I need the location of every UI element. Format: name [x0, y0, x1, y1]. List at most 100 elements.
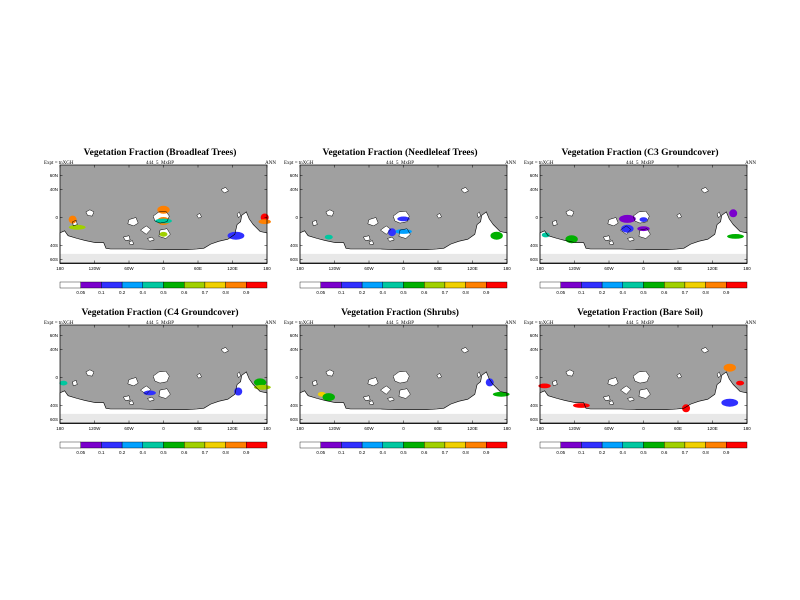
lon-label: 60E	[674, 426, 682, 431]
season-label: ANN	[265, 161, 276, 166]
land-island	[367, 377, 379, 386]
vegetation-blob	[573, 403, 590, 408]
land-polar	[300, 253, 507, 264]
vegetation-blob	[541, 232, 550, 238]
vegetation-blob	[619, 214, 636, 223]
colorbar-label: 0.9	[483, 450, 490, 455]
vegetation-blob	[68, 224, 86, 230]
lon-label: 180	[536, 266, 544, 271]
colorbar-label: 0.5	[640, 290, 647, 295]
colorbar-label: 0.8	[222, 450, 229, 455]
coastline-island	[158, 388, 171, 399]
coastline-island	[552, 379, 558, 387]
lat-label: 60S	[290, 257, 298, 262]
vegetation-blob	[490, 231, 503, 240]
colorbar-box	[705, 441, 727, 449]
colorbar-box	[622, 281, 644, 289]
colorbar-box	[183, 441, 206, 449]
colorbar-label: 0.05	[316, 450, 325, 455]
coastline-island	[140, 385, 152, 395]
run-label: 444_5_MxBP	[385, 161, 415, 166]
vegetation-blob	[621, 224, 634, 233]
colorbar-box	[705, 281, 727, 289]
lat-label: 60S	[50, 257, 58, 262]
vegetation-blob	[485, 378, 494, 387]
land-island	[312, 220, 318, 226]
colorbar-box	[539, 281, 561, 289]
colorbar-box	[204, 281, 226, 289]
vegetation-blob	[258, 219, 271, 225]
coastline-island	[122, 395, 131, 401]
vegetation-blob	[721, 398, 739, 407]
vegetation-blob	[397, 216, 410, 222]
lon-label: 0	[402, 266, 405, 271]
lat-label: 60N	[530, 333, 538, 338]
colorbar-box	[539, 441, 561, 449]
colorbar-label: 0.8	[702, 290, 709, 295]
coastline-island	[236, 371, 241, 378]
land-island	[325, 209, 334, 217]
colorbar-label: 0.6	[421, 290, 428, 295]
colorbar-box	[225, 281, 247, 289]
colorbar-box	[486, 281, 508, 289]
lon-label: 60E	[674, 266, 682, 271]
colorbar-box	[444, 441, 466, 449]
colorbar-label: 0.2	[599, 450, 606, 455]
coastline-island	[367, 217, 379, 227]
panel-broadleaf-trees: Vegetation Fraction (Broadleaf Trees) Ex…	[40, 145, 280, 305]
colorbar-box	[299, 281, 321, 289]
colorbar-label: 0.1	[98, 290, 105, 295]
lat-label: 40N	[290, 347, 298, 352]
coastline-island	[565, 369, 575, 377]
land-south	[300, 211, 507, 264]
lon-label: 0	[162, 266, 165, 271]
coastline-south	[539, 371, 748, 424]
vegetation-blob	[639, 217, 648, 222]
coastline-island	[608, 240, 614, 246]
lon-label: 120E	[227, 266, 238, 271]
lat-label: 0	[295, 375, 298, 380]
coastline-island	[632, 210, 650, 224]
coastline-island	[152, 210, 170, 224]
colorbar-label: 0.9	[243, 450, 250, 455]
panel-shrubs: Vegetation Fraction (Shrubs) Expt = tnXG…	[280, 305, 520, 465]
land-polar	[60, 413, 267, 424]
colorbar-box	[581, 441, 603, 449]
coastline-island	[158, 228, 171, 239]
colorbar-label: 0.9	[483, 290, 490, 295]
colorbar-label: 0.9	[243, 290, 250, 295]
vegetation-blob	[723, 363, 736, 372]
colorbar-box	[246, 281, 268, 289]
coastline-island	[676, 212, 682, 219]
vegetation-blob	[322, 393, 335, 402]
expt-label: Expt = tnXGH	[44, 321, 74, 326]
coastline-island	[72, 379, 78, 387]
land-island	[127, 217, 139, 226]
colorbar-box	[121, 281, 143, 289]
coastline-island	[392, 370, 410, 384]
coastline-island	[85, 369, 95, 377]
colorbar-label: 0.1	[578, 290, 585, 295]
coastline-island	[386, 236, 395, 242]
vegetation-blob	[227, 231, 245, 240]
coastline-island	[368, 240, 374, 246]
land-south	[60, 371, 267, 424]
lat-label: 60N	[290, 173, 298, 178]
coastline-south	[59, 371, 268, 424]
coastline-island	[128, 400, 134, 406]
season-label: ANN	[745, 161, 756, 166]
expt-label: Expt = tnXGH	[44, 161, 74, 166]
colorbar-box	[465, 441, 487, 449]
land-island	[312, 380, 318, 386]
lon-label: 0	[402, 426, 405, 431]
coastline-island	[386, 396, 395, 402]
colorbar-box	[80, 281, 102, 289]
lon-label: 120E	[707, 266, 718, 271]
vegetation-map: 60N 40N 0 40S 60S 180 120W 60W 0 60E 120E 180 0.05 0.…	[530, 164, 751, 295]
lon-label: 60E	[194, 426, 202, 431]
lat-label: 40S	[530, 403, 538, 408]
colorbar-label: 0.7	[682, 450, 689, 455]
colorbar-label: 0.1	[338, 450, 345, 455]
coastline-island	[362, 235, 371, 241]
land-island	[607, 377, 619, 386]
